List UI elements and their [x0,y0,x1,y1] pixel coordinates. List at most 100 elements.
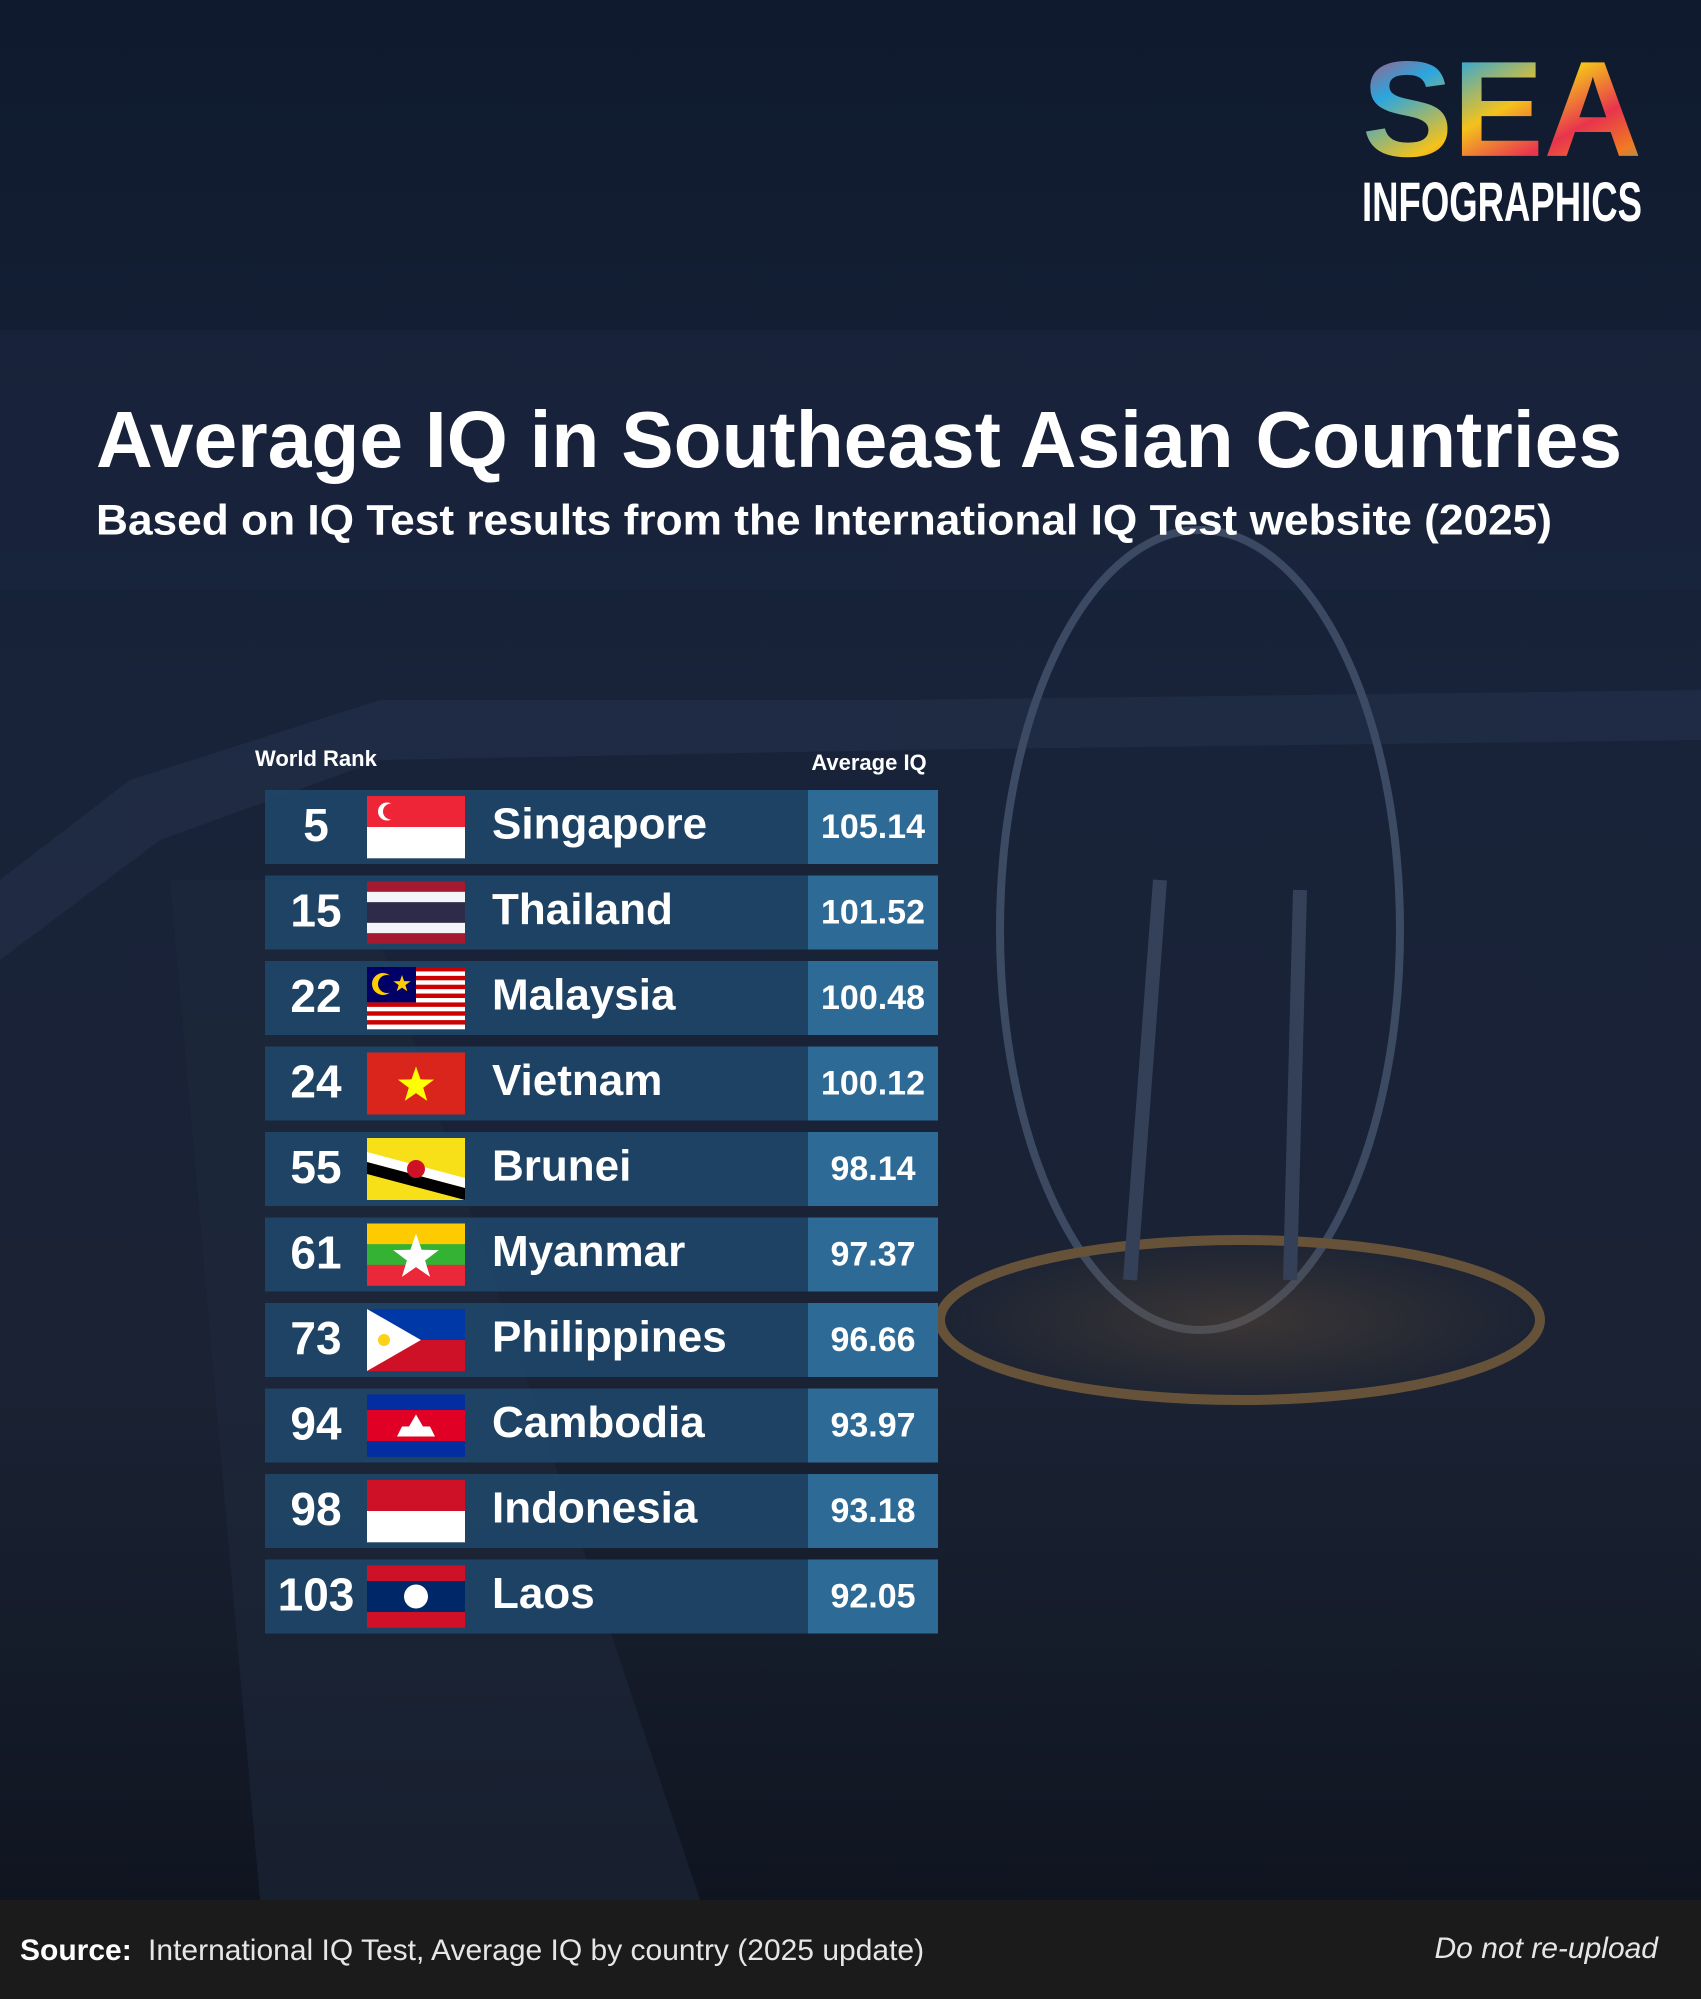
table-row: 24 Vietnam 100.12 [265,1046,938,1121]
flag-stripe [367,1015,465,1021]
average-iq: 97.37 [830,1235,915,1273]
iq-cell [808,790,938,864]
flag-emblem [378,975,396,993]
source-text: International IQ Test, Average IQ by cou… [148,1934,924,1967]
rank: 61 [290,1227,341,1279]
average-iq: 98.14 [830,1150,915,1188]
flag-emblem [397,1066,435,1101]
iq-cell [808,1559,938,1634]
flag-stripe [367,1020,465,1025]
country: Singapore [492,800,707,849]
flag-stripe [367,1511,465,1543]
iq-cell [808,875,938,950]
rank: 103 [278,1569,355,1621]
country: Laos [492,1569,595,1618]
table-row: 15 Thailand 101.52 [265,875,938,950]
rank: 24 [290,1056,342,1108]
average-iq: 101.52 [821,893,925,931]
flag [367,1223,465,1286]
source-label: Source: [20,1934,132,1967]
average-iq: 100.48 [821,979,925,1017]
table-row: 98 Indonesia 93.18 [265,1474,938,1548]
row-background [265,1388,808,1463]
row-background [265,790,808,864]
flag-stripe [367,1024,465,1030]
flag-stripe [367,1264,465,1286]
rank: 15 [290,885,341,937]
country: Malaysia [492,971,676,1020]
row-background [265,1474,808,1548]
column-header: Average IQ [811,750,926,775]
flag-stripe [367,1480,465,1512]
flag [367,1565,465,1628]
rank: 73 [290,1312,341,1364]
flag-emblem [407,1160,425,1178]
average-iq: 93.97 [830,1406,915,1444]
logo: SEA [1362,33,1642,185]
source: Source: International IQ Test, Average I… [20,1934,924,1967]
flag-stripe [367,881,465,893]
flag-stripe [367,1006,465,1012]
table: 5 Singapore 105.14 15 Thailand 101.52 22 Malays… [265,790,938,1634]
row-background [265,961,808,1035]
table-row: 103 Laos 92.05 [265,1559,938,1634]
average-iq: 92.05 [830,1577,915,1615]
rank: 94 [290,1398,342,1450]
country: Brunei [492,1142,631,1191]
flag [367,796,465,859]
flag-emblem [383,803,399,820]
iq-cell [808,1303,938,1377]
average-iq: 93.18 [830,1492,915,1530]
flag-stripe [367,1441,465,1457]
flag-emblem [378,1334,390,1346]
table-row: 94 Cambodia 93.97 [265,1388,938,1463]
flag-triangle [367,1309,421,1371]
column-header: World Rank [255,746,378,771]
row-background [265,1046,808,1121]
flag-stripe [367,922,465,934]
average-iq: 100.12 [821,1064,925,1102]
footer [0,1900,1701,1999]
flag-emblem [397,1414,435,1437]
subtitle: Based on IQ Test results from the Intern… [96,496,1552,544]
table-row: 22 Malaysia 100.48 [265,961,938,1035]
country: Vietnam [492,1056,662,1105]
flag [367,1052,465,1115]
iq-cell [808,961,938,1035]
rank: 22 [290,970,341,1022]
flag-stripe [367,1011,465,1017]
flag [367,881,465,944]
flag-band [367,1162,465,1200]
flag [367,1309,465,1372]
flag [367,1480,465,1543]
country: Cambodia [492,1398,705,1447]
flag-emblem [393,975,411,992]
country: Indonesia [492,1484,698,1533]
average-iq: 96.66 [830,1321,915,1359]
flag-stripe [367,902,465,924]
title: Average IQ in Southeast Asian Countries [96,395,1622,484]
flag [367,967,465,1030]
rank: 98 [290,1483,341,1535]
notice: Do not re-upload [1435,1932,1660,1965]
iq-cell [808,1474,938,1548]
table-row: 5 Singapore 105.14 [265,790,938,864]
table-row: 61 Myanmar 97.37 [265,1217,938,1292]
row-background [265,1303,808,1377]
row-background [265,875,808,950]
flag-stripe [367,1565,465,1582]
flag-stripe [367,1612,465,1628]
flag-stripe [367,827,465,859]
average-iq: 105.14 [821,808,925,846]
row-background [265,1217,808,1292]
country: Philippines [492,1313,727,1362]
iq-cell [808,1046,938,1121]
flag-emblem [404,1584,428,1609]
flag-emblem [393,1233,439,1277]
flag [367,1138,465,1200]
iq-cell [808,1132,938,1206]
iq-cell [808,1388,938,1463]
flag-stripe [367,1394,465,1411]
flag-stripe [367,891,465,903]
